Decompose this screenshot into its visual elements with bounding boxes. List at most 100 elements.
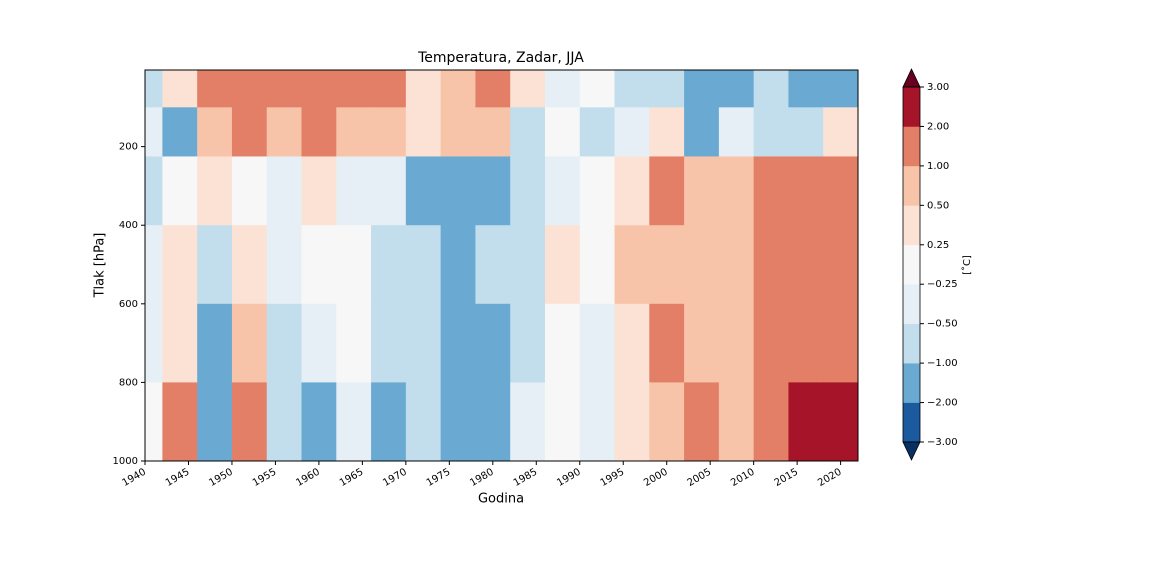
contour-cell — [510, 303, 546, 383]
colorbar-tick-label: 0.25 — [927, 240, 949, 251]
contour-cell — [579, 303, 616, 383]
x-tick-label: 1995 — [599, 467, 627, 489]
y-tick-label: 800 — [119, 377, 138, 388]
contour-cell — [405, 156, 442, 226]
y-tick-label: 400 — [119, 220, 138, 231]
colorbar-tick-label: 0.50 — [927, 200, 949, 211]
contour-cell — [405, 225, 442, 305]
colorbar-segment — [903, 205, 920, 246]
chart-title: Temperatura, Zadar, JJA — [417, 50, 584, 66]
contour-cell — [405, 70, 442, 108]
colorbar-segment — [903, 244, 920, 285]
contour-cell — [684, 107, 720, 157]
contour-cell — [579, 107, 616, 157]
contour-cell — [544, 156, 581, 226]
contour-cell — [475, 107, 511, 157]
colorbar-tick-label: 3.00 — [927, 82, 949, 93]
contour-cell — [266, 303, 303, 383]
contour-cell — [231, 382, 268, 461]
contour-cell — [718, 225, 755, 305]
contour-cell — [266, 70, 303, 108]
x-tick-label: 2020 — [816, 467, 844, 489]
contour-cell — [371, 107, 407, 157]
contour-cell — [788, 70, 824, 108]
contour-cell — [440, 107, 476, 157]
contour-cell — [405, 303, 442, 383]
contour-cell — [475, 225, 511, 305]
contour-cell — [544, 107, 581, 157]
contour-cell — [266, 225, 303, 305]
contour-cell — [823, 382, 858, 461]
contour-cell — [266, 107, 303, 157]
contour-cell — [336, 303, 372, 383]
x-axis-label: Godina — [478, 492, 524, 507]
contour-cell — [475, 382, 511, 461]
contour-cell — [405, 382, 442, 461]
contour-cell — [718, 303, 755, 383]
contour-cell — [440, 382, 476, 461]
x-tick-label: 1950 — [207, 467, 235, 489]
contour-cell — [145, 70, 163, 108]
x-tick-label: 2000 — [642, 467, 670, 489]
contour-cell — [336, 382, 372, 461]
contour-cell — [753, 225, 789, 305]
contour-cell — [145, 303, 163, 383]
contour-cell — [371, 70, 407, 108]
contour-cell — [718, 107, 755, 157]
contour-cell — [231, 303, 268, 383]
contour-cell — [475, 303, 511, 383]
contour-cell — [145, 225, 163, 305]
contour-cell — [145, 382, 163, 461]
contour-cell — [301, 303, 337, 383]
y-tick-label: 1000 — [113, 456, 138, 467]
x-tick-label: 2005 — [686, 467, 714, 489]
y-tick-label: 600 — [119, 299, 138, 310]
x-tick-label: 2015 — [773, 467, 801, 489]
contour-cell — [684, 70, 720, 108]
contour-cell — [440, 70, 476, 108]
contour-cell — [510, 107, 546, 157]
contour-cell — [753, 382, 789, 461]
contour-cell — [162, 303, 198, 383]
colorbar-tick-label: −0.50 — [927, 319, 958, 330]
contour-cell — [231, 156, 268, 226]
contour-cell — [823, 303, 858, 383]
contour-cell — [788, 107, 824, 157]
contour-cell — [579, 156, 616, 226]
colorbar-extend-over — [902, 68, 921, 88]
x-tick-label: 1960 — [294, 467, 322, 489]
contour-cell — [753, 107, 789, 157]
contour-cell — [371, 156, 407, 226]
colorbar-label: [˚C] — [961, 255, 973, 275]
colorbar-segment — [903, 323, 920, 364]
x-tick-label: 1980 — [468, 467, 496, 489]
contour-cell — [753, 70, 789, 108]
x-tick-label: 1985 — [512, 467, 540, 489]
contour-cell — [145, 156, 163, 226]
contour-cell — [544, 225, 581, 305]
contour-cell — [475, 70, 511, 108]
contour-cell — [614, 303, 650, 383]
contour-cell — [266, 156, 303, 226]
contour-cell — [614, 382, 650, 461]
x-tick-label: 1975 — [425, 467, 453, 489]
contour-cell — [788, 382, 824, 461]
contour-cell — [823, 107, 858, 157]
contour-cell — [162, 156, 198, 226]
contour-cell — [649, 107, 685, 157]
contour-cell — [649, 382, 685, 461]
contour-cell — [510, 225, 546, 305]
contour-cell — [579, 382, 616, 461]
x-tick-label: 1940 — [120, 467, 148, 489]
contour-cell — [197, 225, 233, 305]
contour-cell — [197, 156, 233, 226]
contour-cell — [718, 70, 755, 108]
contour-cell — [614, 70, 650, 108]
colorbar-tick-label: 1.00 — [927, 161, 949, 172]
contour-cell — [336, 70, 372, 108]
contour-cell — [718, 156, 755, 226]
x-tick-label: 1955 — [251, 467, 279, 489]
contour-cell — [336, 107, 372, 157]
contour-cell — [371, 303, 407, 383]
contour-cell — [371, 225, 407, 305]
